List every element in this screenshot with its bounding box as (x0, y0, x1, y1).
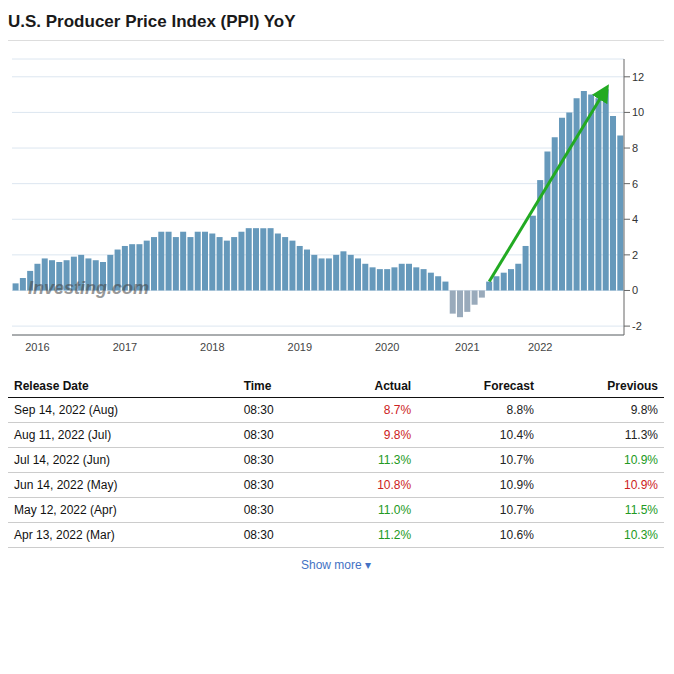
svg-text:6: 6 (632, 178, 638, 190)
svg-text:10: 10 (632, 106, 644, 118)
svg-text:8: 8 (632, 142, 638, 154)
html-text:Previous: Previous (607, 379, 658, 393)
html-text:08:30: 08:30 (243, 503, 274, 517)
svg-text:2017: 2017 (113, 341, 137, 353)
html-text:Aug 11, 2022 (Jul): Aug 11, 2022 (Jul) (14, 428, 112, 442)
html-text:U.S. Producer Price Index (PPI: U.S. Producer Price Index (PPI) YoY (8, 12, 296, 31)
html-text:10.8%: 10.8% (377, 478, 412, 492)
html-text:10.3%: 10.3% (624, 528, 658, 542)
svg-text:12: 12 (632, 71, 644, 83)
svg-text:2022: 2022 (528, 341, 552, 353)
svg-text:2018: 2018 (200, 341, 224, 353)
html-text:8.7%: 8.7% (383, 403, 412, 417)
svg-text:4: 4 (632, 213, 638, 225)
html-text:8.8%: 8.8% (506, 403, 534, 417)
svg-text:2020: 2020 (375, 341, 399, 353)
html-text:11.3%: 11.3% (378, 453, 412, 467)
html-text:Apr 13, 2022 (Mar): Apr 13, 2022 (Mar) (14, 528, 115, 542)
html-text:Show more ▾: Show more ▾ (301, 558, 371, 572)
html-text:10.9%: 10.9% (499, 478, 534, 492)
html-text:10.7%: 10.7% (499, 453, 534, 467)
html-text:10.6%: 10.6% (499, 528, 534, 542)
html-text:Investing.com: Investing.com (28, 278, 149, 298)
html-text:May 12, 2022 (Apr): May 12, 2022 (Apr) (14, 503, 117, 517)
html-text:9.8%: 9.8% (630, 403, 658, 417)
html-text:Sep 14, 2022 (Aug): Sep 14, 2022 (Aug) (14, 403, 119, 417)
html-text:Forecast: Forecast (483, 379, 534, 393)
svg-text:2: 2 (632, 249, 638, 261)
html-text:Jul 14, 2022 (Jun): Jul 14, 2022 (Jun) (14, 453, 111, 467)
html-text:Time: Time (243, 379, 272, 393)
html-text:Jun 14, 2022 (May): Jun 14, 2022 (May) (14, 478, 118, 492)
html-text:11.2%: 11.2% (378, 528, 412, 542)
svg-text:0: 0 (632, 284, 638, 296)
html-text:11.0%: 11.0% (378, 503, 412, 517)
svg-text:2021: 2021 (455, 341, 479, 353)
html-text:08:30: 08:30 (243, 403, 274, 417)
html-text:08:30: 08:30 (243, 453, 274, 467)
svg-text:2016: 2016 (25, 341, 49, 353)
svg-text:2019: 2019 (288, 341, 312, 353)
html-text:11.5%: 11.5% (624, 503, 658, 517)
html-text:9.8%: 9.8% (383, 428, 412, 442)
html-text:10.4%: 10.4% (499, 428, 534, 442)
html-text:10.9%: 10.9% (624, 453, 658, 467)
html-text:08:30: 08:30 (243, 478, 274, 492)
html-text:08:30: 08:30 (243, 528, 274, 542)
html-text:Release Date: Release Date (14, 379, 89, 393)
svg-text:-2: -2 (632, 320, 642, 332)
html-text:Actual: Actual (374, 379, 412, 393)
html-text:08:30: 08:30 (243, 428, 274, 442)
html-text:10.9%: 10.9% (624, 478, 658, 492)
html-text:11.3%: 11.3% (624, 428, 658, 442)
html-text:10.7%: 10.7% (499, 503, 534, 517)
